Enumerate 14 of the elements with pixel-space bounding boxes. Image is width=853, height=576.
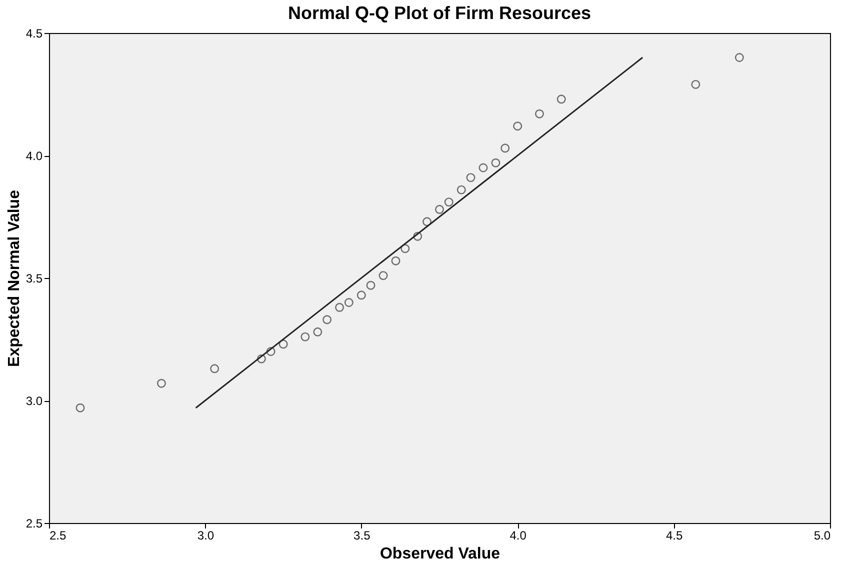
y-tick-label: 4.5 (26, 26, 43, 40)
y-axis-title: Expected Normal Value (6, 190, 23, 367)
y-tick-label: 4.0 (26, 149, 43, 163)
x-tick-label: 4.0 (510, 528, 527, 542)
x-tick-label: 4.5 (666, 528, 683, 542)
x-tick-label: 2.5 (50, 528, 67, 542)
y-tick-label: 2.5 (26, 516, 43, 530)
chart-title: Normal Q-Q Plot of Firm Resources (288, 3, 592, 23)
x-axis-title: Observed Value (380, 546, 500, 562)
y-tick-label: 3.5 (26, 272, 43, 286)
x-tick-label: 3.0 (197, 528, 214, 542)
x-tick-label: 3.5 (354, 528, 371, 542)
x-tick-label: 5.0 (814, 528, 831, 542)
y-tick-label: 3.0 (26, 394, 43, 408)
